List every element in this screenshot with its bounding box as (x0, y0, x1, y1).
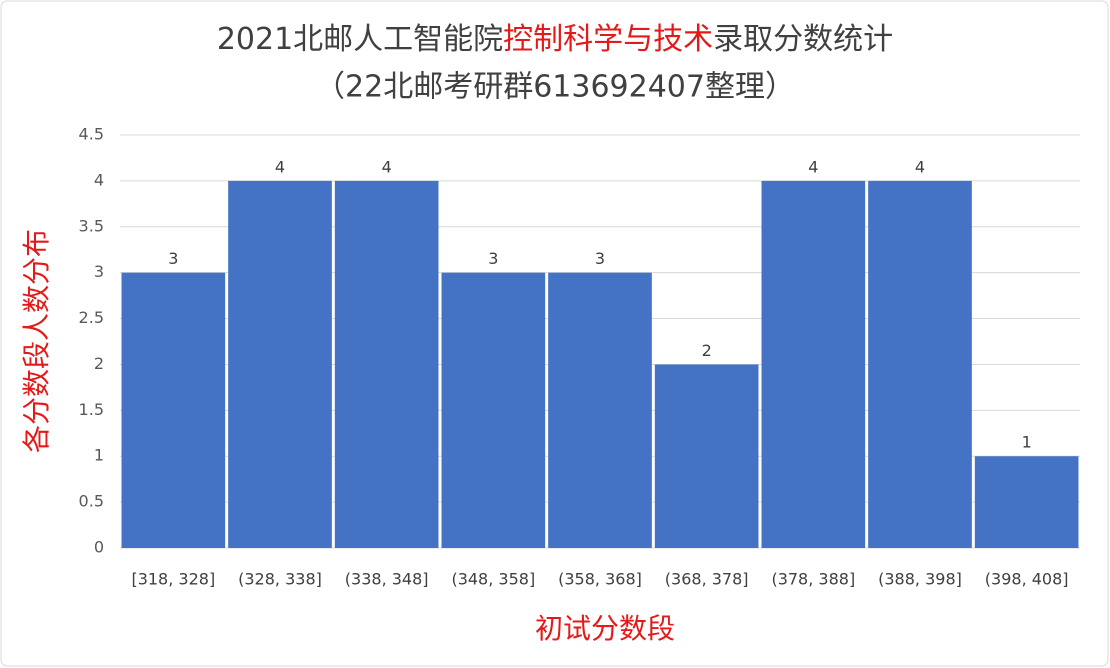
x-tick-label: [318, 328] (131, 570, 215, 589)
bar (761, 180, 866, 548)
x-tick-label: (358, 368] (558, 570, 642, 589)
value-label: 4 (915, 157, 925, 176)
y-tick-label: 0.5 (79, 492, 104, 511)
bar (121, 272, 226, 548)
y-tick-label: 1.5 (79, 400, 104, 419)
value-label: 4 (808, 157, 818, 176)
bar (974, 456, 1079, 548)
bar (548, 272, 652, 548)
value-label: 3 (595, 249, 605, 268)
x-axis-label: 初试分数段 (535, 612, 675, 645)
y-tick-label: 1 (94, 446, 104, 465)
x-tick-label: (348, 358] (451, 570, 535, 589)
y-tick-label: 2.5 (79, 308, 104, 327)
value-label: 3 (168, 249, 178, 268)
value-label: 4 (382, 157, 392, 176)
x-tick-label: (398, 408] (985, 570, 1069, 589)
bar (654, 364, 759, 548)
x-tick-label: (378, 388] (771, 570, 855, 589)
x-tick-label: (328, 338] (238, 570, 322, 589)
y-tick-label: 4 (94, 170, 104, 189)
x-tick-label: (388, 398] (878, 570, 962, 589)
y-tick-label: 3 (94, 262, 104, 281)
bar (441, 272, 546, 548)
value-label: 1 (1022, 433, 1032, 452)
y-tick-label: 4.5 (79, 125, 104, 144)
y-axis-label: 各分数段人数分布 (20, 229, 53, 453)
x-tick-label: (368, 378] (665, 570, 749, 589)
chart-subtitle: （22北邮考研群613692407整理） (315, 70, 795, 105)
value-label: 3 (488, 249, 498, 268)
title-highlight: 控制科学与技术 (503, 22, 713, 57)
x-tick-label: (338, 348] (345, 570, 429, 589)
title-part: 2021北邮人工智能院 (217, 22, 503, 57)
bar (868, 180, 972, 548)
value-label: 4 (275, 157, 285, 176)
bar (228, 180, 332, 548)
y-tick-label: 2 (94, 354, 104, 373)
bar (334, 180, 439, 548)
title-part: 录取分数统计 (713, 22, 893, 57)
chart-title: 2021北邮人工智能院控制科学与技术录取分数统计 (217, 22, 893, 57)
y-tick-label: 0 (94, 538, 104, 557)
value-label: 2 (702, 341, 712, 360)
y-tick-label: 3.5 (79, 216, 104, 235)
